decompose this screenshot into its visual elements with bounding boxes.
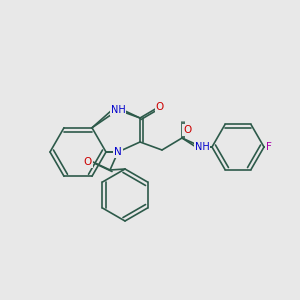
Text: N: N xyxy=(114,147,122,157)
Text: NH: NH xyxy=(195,142,209,152)
Text: O: O xyxy=(156,102,164,112)
Text: O: O xyxy=(84,157,92,167)
Text: O: O xyxy=(183,125,191,135)
Text: F: F xyxy=(266,142,272,152)
Text: NH: NH xyxy=(111,105,125,115)
